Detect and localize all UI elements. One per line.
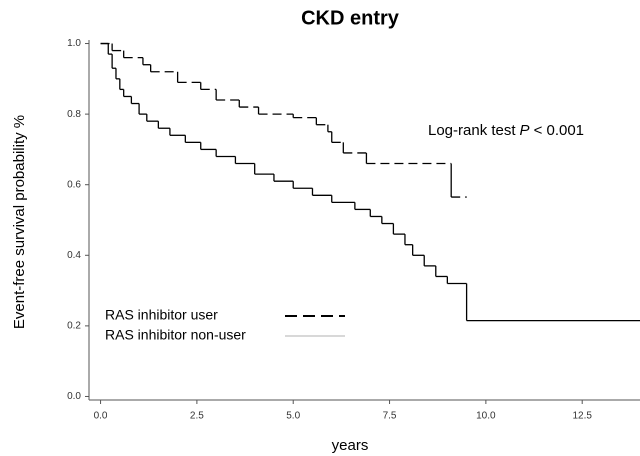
y-tick-label: 1.0 — [67, 38, 81, 49]
y-tick-label: 0.2 — [67, 321, 81, 332]
x-tick-label: 12.5 — [572, 411, 592, 422]
legend-label: RAS inhibitor non-user — [105, 327, 246, 343]
x-tick-label: 5.0 — [286, 411, 300, 422]
y-tick-label: 0.6 — [67, 179, 81, 190]
y-tick-label: 0.4 — [67, 250, 81, 261]
annotation-symbol: P — [520, 122, 530, 139]
x-tick-label: 0.0 — [94, 411, 108, 422]
y-tick-label: 0.8 — [67, 109, 81, 120]
y-tick-label: 0.0 — [67, 391, 81, 402]
annotation: Log-rank test P < 0.001 — [428, 122, 584, 139]
x-tick-label: 7.5 — [383, 411, 397, 422]
y-axis-label: Event-free survival probability % — [11, 115, 28, 329]
chart-title: CKD entry — [301, 7, 400, 29]
x-axis-label: years — [332, 437, 369, 454]
annotation-value: < 0.001 — [534, 122, 584, 139]
annotation-text: Log-rank test — [428, 122, 516, 139]
x-tick-label: 10.0 — [476, 411, 496, 422]
x-tick-label: 2.5 — [190, 411, 204, 422]
legend-label: RAS inhibitor user — [105, 307, 218, 323]
